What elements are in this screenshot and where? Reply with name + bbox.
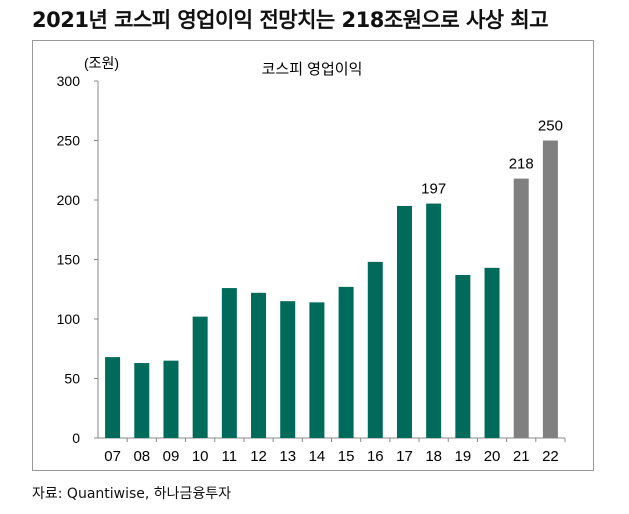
x-tick-label: 09 xyxy=(163,448,180,465)
x-tick-label: 07 xyxy=(104,448,121,465)
source-note: 자료: Quantiwise, 하나금융투자 xyxy=(32,486,232,502)
y-tick-label: 200 xyxy=(57,192,81,208)
bar-12 xyxy=(251,292,267,438)
y-tick-label: 250 xyxy=(57,133,81,149)
x-tick-label: 22 xyxy=(542,448,559,465)
x-tick-label: 21 xyxy=(513,448,530,465)
x-tick-label: 14 xyxy=(309,448,326,465)
bar-10 xyxy=(192,316,208,438)
x-tick-label: 16 xyxy=(367,448,384,465)
bar-19 xyxy=(455,274,471,438)
page-title: 2021년 코스피 영업이익 전망치는 218조원으로 사상 최고 xyxy=(32,8,549,32)
x-tick-label: 20 xyxy=(484,448,501,465)
bar-11 xyxy=(221,288,237,438)
chart-frame xyxy=(32,40,594,471)
x-tick-label: 19 xyxy=(455,448,472,465)
y-unit-label: (조원) xyxy=(84,55,119,71)
data-label-21: 218 xyxy=(509,156,534,173)
x-tick-label: 17 xyxy=(396,448,413,465)
x-tick-label: 08 xyxy=(133,448,150,465)
chart-title: 코스피 영업이익 xyxy=(262,61,363,78)
bar-18 xyxy=(426,203,442,438)
y-tick-label: 150 xyxy=(57,252,81,268)
bar-17 xyxy=(396,205,412,438)
y-tick-label: 0 xyxy=(72,430,80,446)
x-tick-label: 12 xyxy=(250,448,267,465)
bar-07 xyxy=(105,357,121,438)
y-tick-label: 50 xyxy=(64,371,80,387)
data-label-22: 250 xyxy=(538,118,563,135)
x-tick-label: 18 xyxy=(425,448,442,465)
bar-21 xyxy=(513,178,529,438)
x-tick-label: 11 xyxy=(222,448,238,465)
bar-13 xyxy=(280,301,296,438)
x-tick-label: 13 xyxy=(279,448,296,465)
bar-09 xyxy=(163,360,179,438)
bar-16 xyxy=(367,261,383,438)
x-tick-label: 10 xyxy=(192,448,209,465)
bar-14 xyxy=(309,302,325,438)
y-tick-label: 300 xyxy=(57,73,81,89)
bar-08 xyxy=(134,363,150,438)
bar-15 xyxy=(338,286,354,438)
x-tick-label: 15 xyxy=(338,448,355,465)
bar-20 xyxy=(484,267,500,438)
bar-22 xyxy=(542,140,558,438)
data-label-18: 197 xyxy=(421,181,446,198)
y-tick-label: 100 xyxy=(57,311,81,327)
